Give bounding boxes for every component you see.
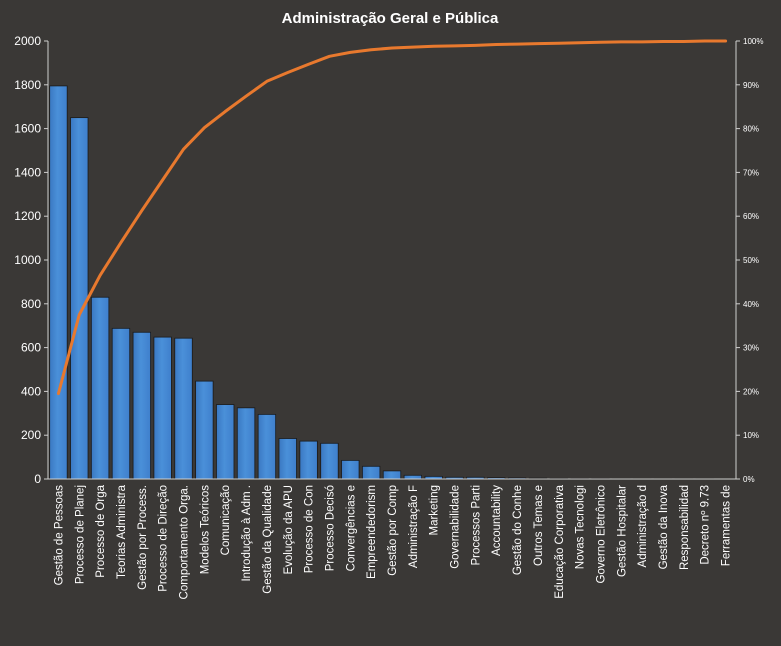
chart-title: Administração Geral e Pública bbox=[282, 10, 499, 27]
bar bbox=[237, 408, 255, 479]
category-label: Gestão do Conhe bbox=[512, 485, 524, 575]
right-tick-label: 30% bbox=[743, 344, 759, 353]
category-label: Gestão de Pessoas bbox=[53, 485, 65, 586]
category-label: Accountability bbox=[491, 485, 503, 556]
bar bbox=[279, 438, 297, 479]
left-tick-label: 200 bbox=[21, 428, 41, 442]
bar bbox=[300, 441, 318, 479]
left-tick-label: 1000 bbox=[14, 253, 41, 267]
right-tick-label: 10% bbox=[743, 431, 759, 440]
category-label: Gestão por Process. bbox=[137, 485, 149, 590]
category-label: Gestão por Comp bbox=[387, 485, 399, 576]
category-label: Convergências e bbox=[345, 485, 357, 571]
category-label: Outros Temas e bbox=[533, 485, 545, 566]
bar bbox=[91, 297, 109, 479]
left-tick-label: 1800 bbox=[14, 78, 41, 92]
bar bbox=[196, 381, 214, 479]
bars-layer bbox=[50, 86, 714, 479]
bar bbox=[154, 337, 172, 479]
right-tick-label: 70% bbox=[743, 168, 759, 177]
bar bbox=[50, 86, 68, 479]
bar bbox=[404, 475, 422, 479]
category-label: Empreendedorism bbox=[366, 485, 378, 579]
right-tick-label: 100% bbox=[743, 37, 763, 46]
bar bbox=[216, 405, 234, 479]
bar bbox=[383, 471, 401, 479]
category-label: Introdução à Adm . bbox=[241, 485, 253, 582]
category-label: Comportamento Orga. bbox=[179, 485, 191, 599]
category-label: Marketing bbox=[429, 485, 441, 536]
left-tick-label: 600 bbox=[21, 341, 41, 355]
bar bbox=[175, 338, 193, 479]
bar bbox=[342, 460, 360, 479]
axes-layer: 0 200 400 600 800 1000 1200 1400 1600 1800 2000 0% 1… bbox=[14, 34, 763, 599]
category-label: Administração F bbox=[408, 485, 420, 568]
category-label: Gestão da Qualidade bbox=[262, 485, 274, 594]
category-label: Governabilidade bbox=[450, 485, 462, 569]
left-tick-label: 800 bbox=[21, 297, 41, 311]
bar bbox=[362, 466, 380, 479]
left-tick-label: 0 bbox=[34, 472, 41, 486]
category-label: Governo Eletrônico bbox=[595, 485, 607, 583]
category-label: Processo Decisó bbox=[324, 485, 336, 571]
left-tick-label: 1600 bbox=[14, 122, 41, 136]
bar bbox=[133, 332, 151, 479]
left-tick-label: 2000 bbox=[14, 34, 41, 48]
category-label: Responsabilidad bbox=[679, 485, 691, 570]
category-label: Decreto nº 9.73 bbox=[700, 485, 712, 565]
right-tick-label: 60% bbox=[743, 212, 759, 221]
category-label: Ferramentas de bbox=[721, 485, 733, 566]
category-label: Processo de Planej bbox=[74, 485, 86, 584]
right-tick-label: 40% bbox=[743, 300, 759, 309]
right-tick-label: 80% bbox=[743, 125, 759, 134]
category-label: Processo de Orga bbox=[95, 484, 107, 577]
bar bbox=[258, 414, 276, 479]
bar bbox=[112, 328, 130, 479]
left-tick-label: 1200 bbox=[14, 209, 41, 223]
category-label: Processo de Con bbox=[304, 485, 316, 573]
category-label: Administração d bbox=[637, 485, 649, 567]
bar bbox=[71, 118, 89, 479]
category-label: Processos Parti bbox=[470, 485, 482, 566]
right-tick-label: 90% bbox=[743, 81, 759, 90]
category-label: Modelos Teóricos bbox=[199, 485, 211, 575]
category-label: Evolução da APU bbox=[283, 485, 295, 575]
category-label: Gestão da Inova bbox=[658, 484, 670, 569]
category-label: Novas Tecnologi bbox=[575, 485, 587, 569]
category-label: Gestão Hospitalar bbox=[616, 485, 628, 577]
category-label: Comunicação bbox=[220, 485, 232, 555]
left-tick-label: 1400 bbox=[14, 165, 41, 179]
bar bbox=[321, 443, 339, 479]
category-label: Processo de Direção bbox=[158, 485, 170, 592]
category-label: Educação Corporativa bbox=[554, 484, 566, 598]
left-tick-label: 400 bbox=[21, 384, 41, 398]
right-tick-label: 20% bbox=[743, 387, 759, 396]
right-tick-label: 0% bbox=[743, 475, 755, 484]
category-label: Teorias Administra bbox=[116, 484, 128, 579]
right-tick-label: 50% bbox=[743, 256, 759, 265]
